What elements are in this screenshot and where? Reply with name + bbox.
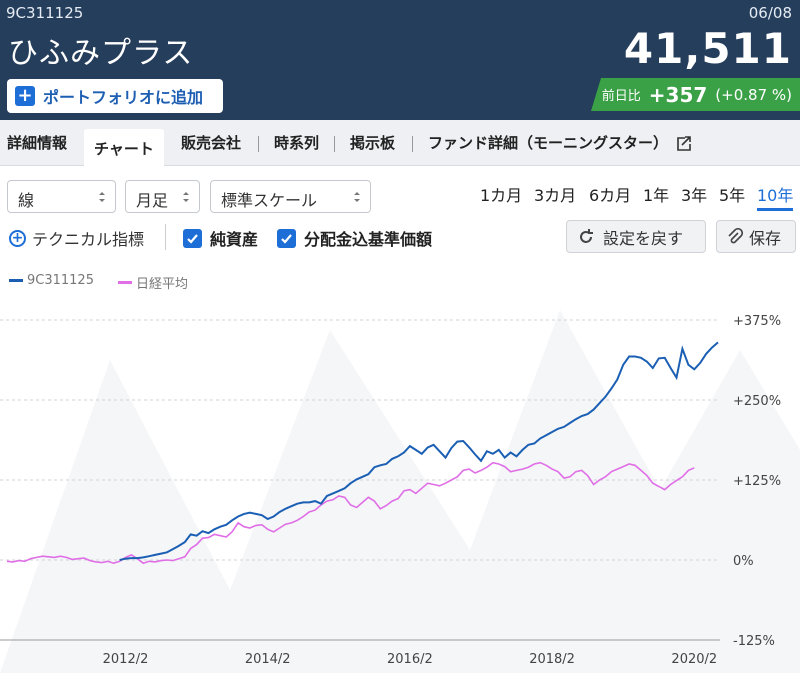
tab-divider [334, 136, 335, 152]
paperclip-icon [728, 227, 743, 243]
technical-indicators-button[interactable]: + テクニカル指標 [9, 226, 144, 250]
tab-board[interactable]: 掲示板 [350, 134, 396, 152]
period-1m[interactable]: 1カ月 [480, 186, 523, 205]
tab-timeseries[interactable]: 時系列 [274, 134, 320, 152]
save-label: 保存 [749, 228, 782, 248]
price-chart[interactable]: +375% +250% +125% 0% -125% 2012/2 2014/2 2016/2… [0, 290, 800, 673]
x-tick-label: 2012/2 [103, 652, 149, 667]
chart-type-value: 線 [18, 191, 35, 210]
divider [165, 224, 166, 250]
reset-label: 設定を戻す [603, 228, 684, 248]
scale-value: 標準スケール [221, 191, 318, 210]
period-1y[interactable]: 1年 [643, 186, 670, 205]
change-percent: (+0.87 %) [715, 85, 792, 104]
tab-morningstar[interactable]: ファンド詳細（モーニングスター） [428, 134, 669, 152]
fund-name: ひふみプラス [8, 36, 194, 71]
tab-divider [258, 136, 259, 152]
period-3y[interactable]: 3年 [681, 186, 708, 205]
y-tick-label: 0% [733, 554, 754, 569]
select-arrows-icon [99, 192, 105, 202]
x-tick-label: 2018/2 [529, 652, 575, 667]
period-10y[interactable]: 10年 [757, 182, 794, 211]
y-tick-label: +250% [733, 394, 781, 409]
x-tick-label: 2016/2 [387, 652, 433, 667]
chart-type-select[interactable]: 線 [7, 180, 116, 213]
legend-swatch [9, 279, 23, 282]
checkbox-checked-icon [183, 228, 202, 248]
technical-label: テクニカル指標 [32, 230, 145, 249]
external-link-icon[interactable] [676, 136, 692, 152]
dividend-price-checkbox[interactable]: 分配金込基準価額 [277, 226, 432, 250]
tab-chart[interactable]: チャート [84, 129, 164, 167]
price-date: 06/08 [748, 4, 792, 22]
add-to-portfolio-label: ポートフォリオに追加 [43, 88, 204, 107]
reset-settings-button[interactable]: 設定を戻す [566, 220, 706, 253]
change-value: +357 [648, 82, 708, 107]
tab-details[interactable]: 詳細情報 [7, 134, 68, 152]
x-tick-label: 2020/2 [671, 652, 717, 667]
y-tick-label: +375% [733, 314, 781, 329]
scale-select[interactable]: 標準スケール [210, 180, 371, 213]
reset-icon [580, 228, 593, 243]
save-button[interactable]: 保存 [716, 220, 796, 253]
legend-swatch [118, 281, 132, 284]
interval-select[interactable]: 月足 [125, 180, 200, 213]
fund-code: 9C311125 [6, 4, 84, 22]
add-to-portfolio-button[interactable]: + ポートフォリオに追加 [7, 79, 223, 113]
select-arrows-icon [183, 192, 189, 202]
price-change-badge: 前日比 +357 (+0.87 %) [591, 78, 800, 111]
period-5y[interactable]: 5年 [719, 186, 746, 205]
plus-icon: + [15, 86, 35, 106]
y-tick-label: -125% [733, 634, 775, 649]
dividend-price-label: 分配金込基準価額 [304, 230, 433, 249]
tab-bar: 詳細情報 チャート 販売会社 時系列 掲示板 ファンド詳細（モーニングスター） [0, 120, 800, 167]
fund-header: 9C311125 06/08 ひふみプラス 41,511 + ポートフォリオに追… [0, 0, 800, 120]
checkbox-checked-icon [277, 228, 296, 248]
chart-background [0, 310, 800, 673]
net-assets-label: 純資産 [210, 230, 259, 249]
legend-item-fund: 9C311125 [9, 273, 94, 288]
tab-sellers[interactable]: 販売会社 [181, 134, 242, 152]
fund-price: 41,511 [623, 24, 792, 73]
net-assets-checkbox[interactable]: 純資産 [183, 226, 258, 250]
period-3m[interactable]: 3カ月 [534, 186, 577, 205]
series-line-fund [119, 341, 719, 561]
tab-divider [412, 136, 413, 152]
x-tick-label: 2014/2 [245, 652, 291, 667]
legend-item-nikkei: 日経平均 [118, 273, 188, 292]
period-6m[interactable]: 6カ月 [589, 186, 632, 205]
interval-value: 月足 [136, 191, 169, 210]
y-tick-label: +125% [733, 474, 781, 489]
select-arrows-icon [354, 192, 360, 202]
legend-label: 9C311125 [27, 273, 94, 288]
legend-label: 日経平均 [136, 277, 189, 292]
plus-circle-icon: + [9, 229, 26, 247]
change-label: 前日比 [601, 89, 641, 104]
